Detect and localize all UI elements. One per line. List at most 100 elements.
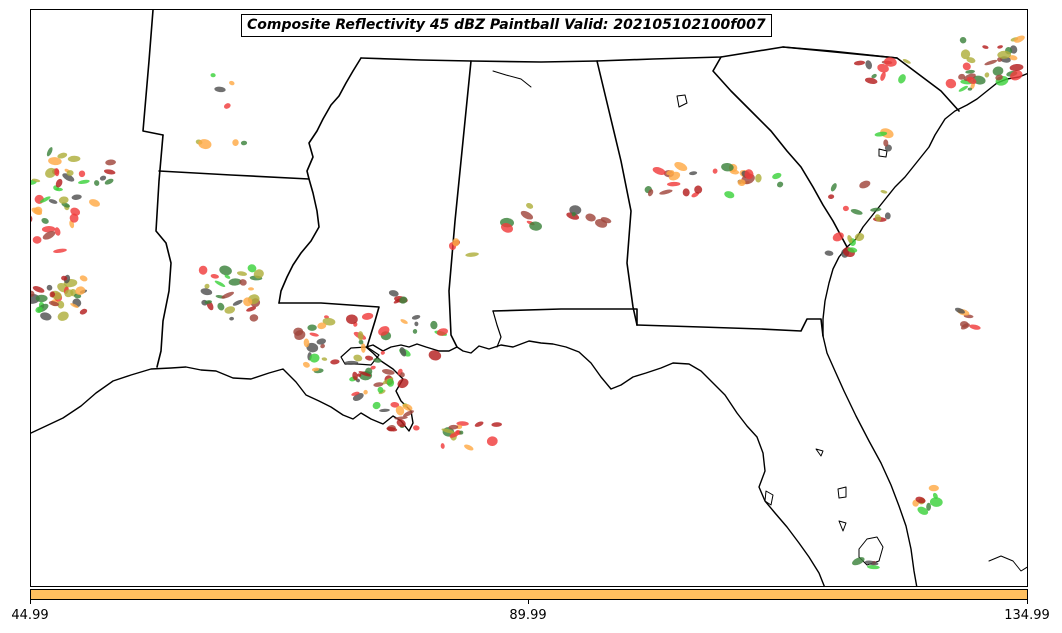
colorbar-tick (30, 600, 31, 604)
storm-cell (79, 275, 88, 282)
storm-cell (378, 326, 390, 336)
storm-cell (659, 189, 673, 195)
storm-cell (370, 365, 376, 370)
storm-cell (441, 428, 455, 434)
coastline-detail (988, 555, 1027, 572)
storm-cell (824, 250, 834, 256)
storm-cell (397, 378, 409, 389)
storm-cell (360, 343, 366, 353)
storm-cell (400, 372, 405, 378)
storm-cell (402, 403, 413, 411)
storm-cell (99, 175, 107, 181)
storm-cell (214, 86, 226, 93)
storm-cell (399, 347, 407, 357)
storm-cell (42, 230, 56, 240)
storm-cell (917, 506, 929, 515)
storm-cell (105, 159, 116, 166)
storm-cell (70, 303, 79, 309)
storm-cell (928, 484, 939, 492)
storm-cell (440, 443, 445, 449)
storm-cell (321, 357, 328, 361)
storm-cell (317, 322, 327, 330)
storm-cell (965, 69, 975, 74)
storm-cell (380, 350, 385, 355)
storm-cell (31, 214, 33, 224)
border-louisiana-mississippi-south (278, 302, 380, 348)
storm-cell (474, 421, 484, 427)
storm-cell (828, 194, 835, 200)
storm-cell (712, 168, 718, 174)
storm-cell (880, 190, 888, 194)
storm-cell (57, 152, 68, 159)
storm-cell (883, 139, 889, 147)
island-small-2 (838, 520, 847, 532)
border-alabama-florida (492, 308, 638, 326)
storm-cell (351, 391, 360, 396)
storm-cell (412, 329, 418, 334)
storm-cell (992, 66, 1004, 76)
border-mississippi-river (278, 57, 362, 304)
storm-cell (864, 560, 879, 566)
storm-cell (307, 324, 317, 331)
storm-cell (529, 221, 542, 231)
storm-cell (449, 430, 461, 438)
storm-cell (357, 331, 364, 341)
storm-cell (32, 236, 42, 244)
storm-cell (962, 62, 971, 71)
storm-cell (926, 502, 932, 511)
storm-cell (772, 172, 782, 180)
storm-cell (239, 279, 247, 286)
storm-cell (394, 416, 408, 420)
storm-cell (877, 63, 889, 73)
storm-cell (219, 265, 232, 276)
storm-cell (997, 45, 1003, 49)
storm-cell (1008, 55, 1018, 61)
storm-cell (600, 217, 612, 224)
storm-cell (966, 76, 977, 85)
border-georgia-florida (636, 318, 824, 337)
storm-cell (79, 308, 88, 315)
storm-cell (221, 291, 234, 299)
storm-cell (198, 139, 212, 150)
storm-cell (652, 167, 666, 175)
storm-cell (249, 314, 259, 322)
storm-cell (41, 217, 49, 224)
storm-cell (361, 312, 374, 320)
storm-cell (853, 60, 866, 66)
storm-cell (346, 314, 358, 325)
storm-cell (45, 167, 56, 178)
colorbar-tick-label-mid: 89.99 (509, 608, 547, 623)
storm-cell (1013, 35, 1025, 43)
storm-cell (353, 354, 363, 362)
storm-cell (223, 103, 231, 109)
storm-cell (66, 170, 74, 176)
storm-cell (884, 57, 897, 67)
storm-cell (31, 207, 43, 216)
storm-cell (358, 371, 372, 377)
storm-cell (386, 378, 395, 387)
storm-cell (776, 181, 784, 188)
storm-cell (224, 306, 236, 314)
storm-cell (969, 324, 981, 330)
storm-cell (352, 371, 358, 381)
border-north-south-carolina (782, 46, 960, 112)
storm-cell (309, 353, 320, 363)
storm-cell (388, 290, 399, 297)
storm-cell (865, 60, 873, 70)
storm-cell (395, 405, 405, 416)
storm-cell (871, 73, 877, 79)
storm-cell (204, 300, 212, 304)
storm-cell (874, 131, 888, 137)
storm-cell (31, 293, 40, 304)
storm-cell (373, 382, 384, 387)
storm-cell (53, 248, 67, 254)
map-canvas (31, 10, 1027, 586)
lake-small-sc (878, 148, 888, 158)
storm-cell (46, 284, 53, 291)
storm-cell (232, 139, 239, 146)
border-arkansas-louisiana (158, 170, 310, 180)
storm-cell (984, 72, 990, 78)
storm-cell (89, 199, 100, 207)
storm-cell (246, 306, 257, 312)
storm-cell (357, 373, 362, 377)
